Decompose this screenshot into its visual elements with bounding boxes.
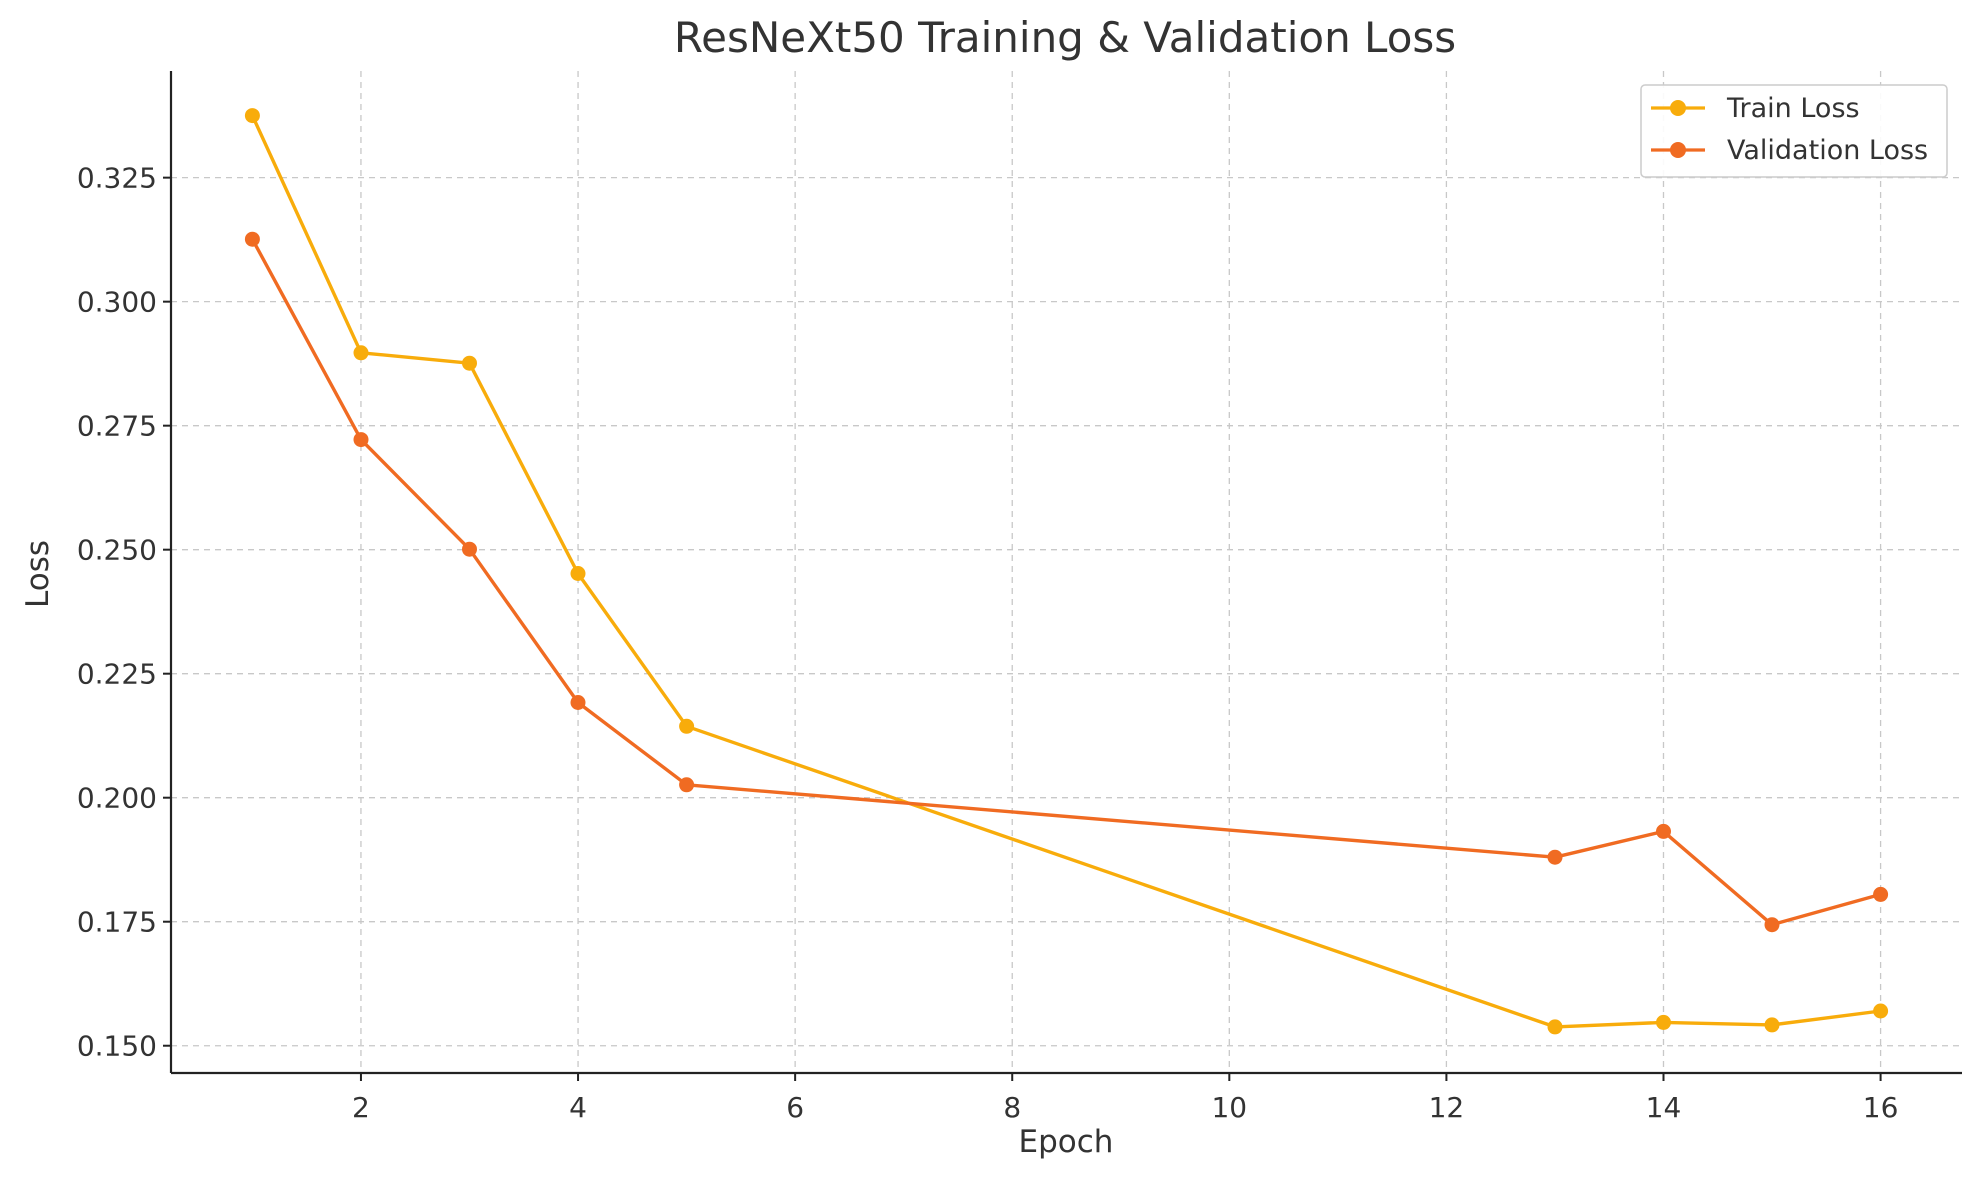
data-point-validation-loss: [1873, 886, 1889, 902]
data-point-train-loss: [1764, 1017, 1780, 1033]
x-tick-label: 14: [1646, 1091, 1682, 1124]
legend-label-validation-loss: Validation Loss: [1727, 135, 1928, 166]
grid-lines: [171, 71, 1962, 1073]
y-tick-label: 0.225: [77, 658, 157, 691]
series-train-loss: [244, 108, 1889, 1035]
y-tick-label: 0.200: [77, 782, 157, 815]
data-point-train-loss: [462, 355, 477, 371]
legend-box: [1640, 84, 1948, 178]
series-layer: [244, 108, 1889, 1035]
data-point-train-loss: [679, 718, 695, 734]
data-point-train-loss: [244, 108, 260, 124]
x-tick-label: 16: [1863, 1091, 1899, 1124]
legend-marker-validation-loss: [1670, 142, 1686, 158]
y-tick-label: 0.325: [77, 162, 157, 195]
legend-label-train-loss: Train Loss: [1726, 93, 1860, 124]
x-axis-label: Epoch: [1019, 1124, 1114, 1160]
series-line-train-loss: [250, 113, 1883, 1029]
data-point-validation-loss: [570, 695, 586, 710]
data-point-validation-loss: [1547, 849, 1563, 865]
data-point-train-loss: [353, 345, 369, 361]
y-axis-label: Loss: [20, 540, 56, 608]
data-point-train-loss: [1547, 1019, 1563, 1035]
y-axis-ticks: 0.150 0.175 0.200 0.225 0.250 0.275 0.300 0.325: [77, 162, 171, 1063]
data-point-train-loss: [1873, 1003, 1889, 1019]
data-point-train-loss: [570, 566, 586, 581]
series-validation-loss: [244, 231, 1889, 933]
y-tick-label: 0.250: [77, 534, 157, 567]
series-line-validation-loss: [250, 237, 1883, 927]
data-point-validation-loss: [679, 777, 695, 793]
x-tick-label: 12: [1429, 1091, 1465, 1124]
y-tick-label: 0.300: [77, 286, 157, 319]
data-point-validation-loss: [1656, 823, 1671, 839]
chart-title: ResNeXt50 Training & Validation Loss: [674, 13, 1456, 62]
legend: Train Loss Validation Loss: [1640, 84, 1948, 178]
legend-marker-train-loss: [1670, 100, 1686, 116]
x-tick-label: 4: [569, 1091, 587, 1124]
y-tick-label: 0.150: [77, 1030, 157, 1063]
data-point-validation-loss: [244, 231, 260, 247]
y-tick-label: 0.175: [77, 906, 157, 939]
data-point-validation-loss: [462, 541, 477, 557]
data-point-validation-loss: [1764, 917, 1780, 933]
y-tick-label: 0.275: [77, 410, 157, 443]
x-tick-label: 2: [352, 1091, 370, 1124]
data-point-train-loss: [1656, 1014, 1671, 1030]
x-tick-label: 10: [1211, 1091, 1247, 1124]
x-tick-label: 6: [786, 1091, 804, 1124]
x-tick-label: 8: [1003, 1091, 1021, 1124]
x-axis-ticks: 2 4 6 8 10 12 14 16: [352, 1073, 1898, 1124]
data-point-validation-loss: [353, 432, 369, 448]
